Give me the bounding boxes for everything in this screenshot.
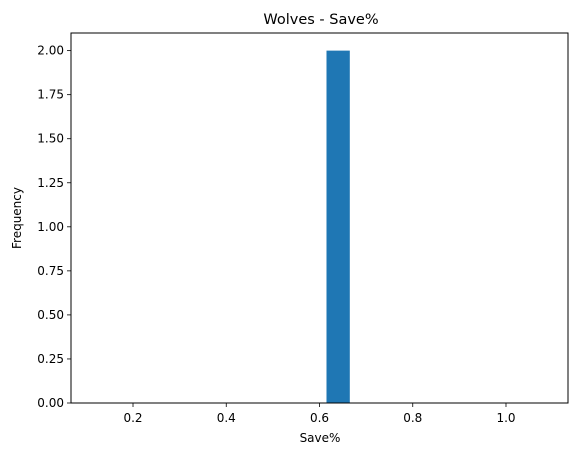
y-tick-label: 0.25 (37, 352, 64, 366)
y-tick-label: 0.00 (37, 396, 64, 410)
y-tick-label: 1.00 (37, 220, 64, 234)
x-tick-label: 0.2 (123, 411, 142, 425)
x-axis-label: Save% (300, 431, 341, 445)
y-tick-label: 1.75 (37, 88, 64, 102)
y-tick-label: 2.00 (37, 44, 64, 58)
x-tick-label: 0.6 (310, 411, 329, 425)
bars-group (326, 50, 350, 403)
x-tick-label: 1.0 (496, 411, 515, 425)
x-axis-ticks: 0.2 0.4 0.6 0.8 1.0 (123, 403, 516, 425)
y-axis-ticks: 0.00 0.25 0.50 0.75 1.00 1.25 1.50 1.75 2.00 (37, 44, 71, 410)
y-tick-label: 1.50 (37, 132, 64, 146)
y-tick-label: 0.75 (37, 264, 64, 278)
plot-area-frame (70, 32, 569, 404)
y-tick-label: 1.25 (37, 176, 64, 190)
y-axis-label: Frequency (10, 187, 24, 249)
chart-title: Wolves - Save% (263, 12, 378, 28)
y-tick-label: 0.50 (37, 308, 64, 322)
x-tick-label: 0.4 (217, 411, 236, 425)
histogram-bar-0 (326, 50, 350, 403)
x-tick-label: 0.8 (403, 411, 422, 425)
